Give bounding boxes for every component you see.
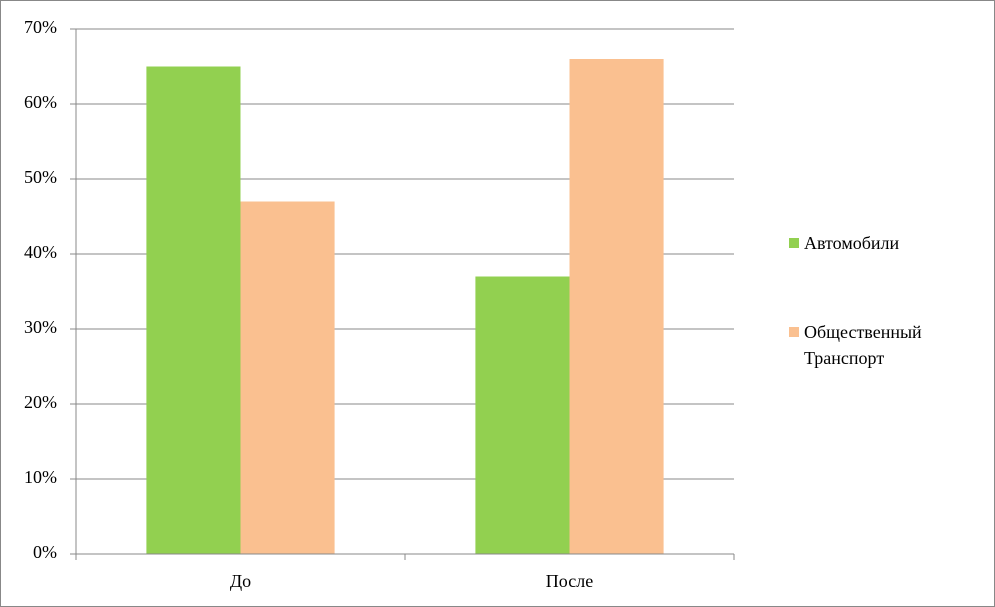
y-tick-label: 40% bbox=[24, 242, 57, 262]
legend-swatch bbox=[789, 238, 799, 248]
legend-label: Общественный Транспорт bbox=[804, 322, 922, 368]
y-tick-label: 20% bbox=[24, 392, 57, 412]
legend-item: Автомобили bbox=[789, 230, 969, 256]
x-tick-label: До bbox=[230, 571, 251, 591]
x-tick-label: После bbox=[546, 571, 593, 591]
y-tick-label: 30% bbox=[24, 317, 57, 337]
bar bbox=[569, 59, 664, 554]
y-tick-label: 50% bbox=[24, 167, 57, 187]
bar bbox=[240, 201, 335, 554]
legend-item: Общественный Транспорт bbox=[789, 319, 969, 371]
bar bbox=[146, 66, 241, 554]
bar bbox=[475, 276, 570, 554]
legend-label: Автомобили bbox=[804, 233, 900, 253]
legend-swatch bbox=[789, 327, 799, 337]
y-tick-label: 0% bbox=[33, 542, 57, 562]
y-tick-label: 70% bbox=[24, 17, 57, 37]
y-tick-label: 10% bbox=[24, 467, 57, 487]
y-tick-label: 60% bbox=[24, 92, 57, 112]
